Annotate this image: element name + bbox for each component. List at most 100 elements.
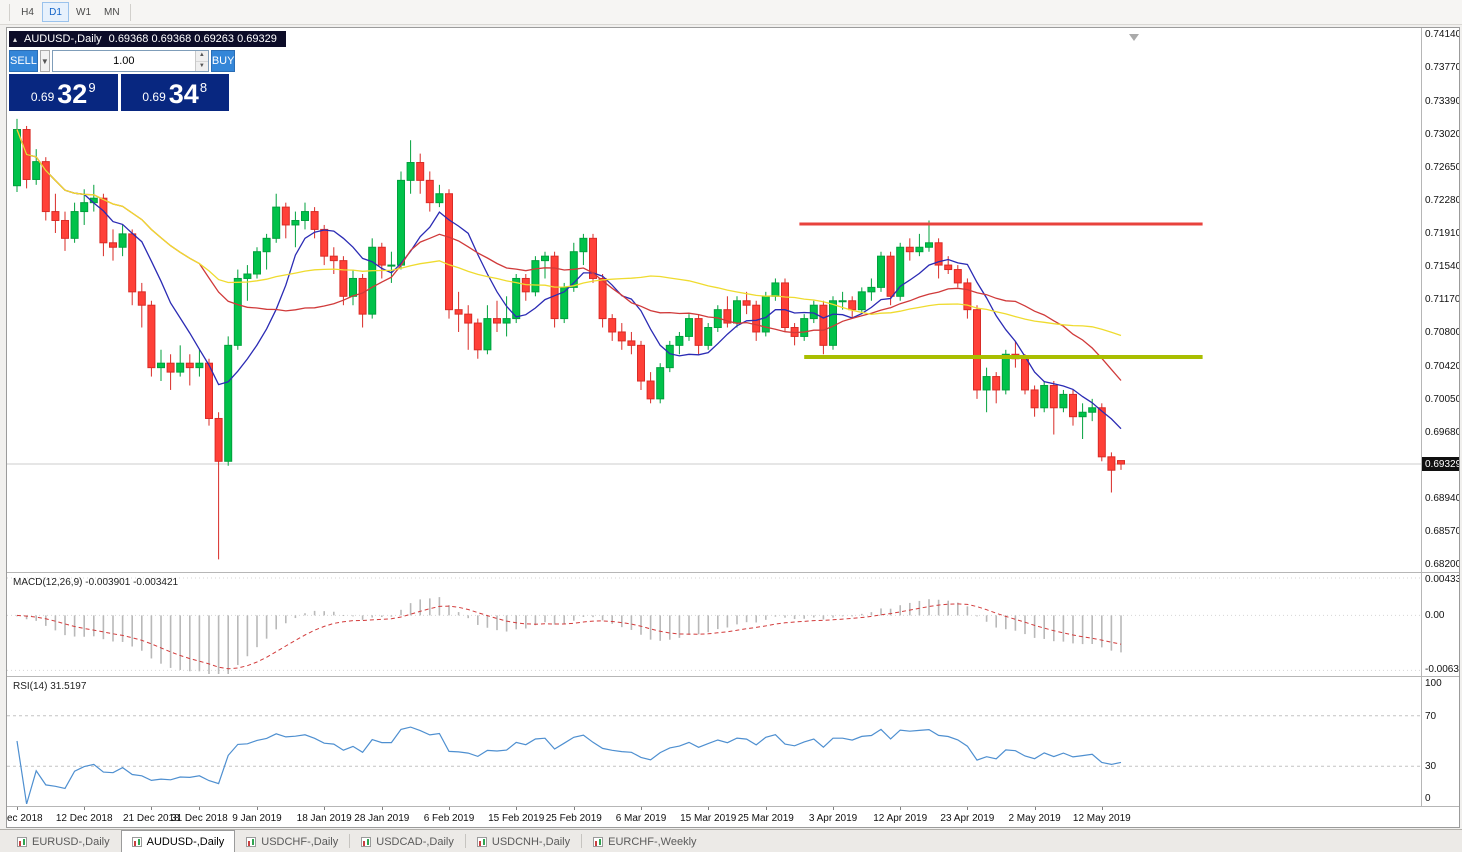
date-tick-mark <box>573 807 575 810</box>
volume-input[interactable] <box>52 51 195 71</box>
chart-tab-eurchf-weekly[interactable]: EURCHF-,Weekly <box>582 831 707 852</box>
date-tick-mark <box>900 807 902 810</box>
timeframe-group: H4 D1 W1 MN <box>14 2 126 22</box>
chart-tab-eurusd-daily[interactable]: EURUSD-,Daily <box>6 831 121 852</box>
date-tick-mark <box>17 807 18 810</box>
volume-spinner: ▲ ▼ <box>194 51 208 71</box>
price-axis-label: 0.72280 <box>1425 194 1460 206</box>
chart-tab-usdcnh-daily[interactable]: USDCNH-,Daily <box>466 831 581 852</box>
price-axis-label: 0.71170 <box>1425 293 1460 305</box>
chart-tab-usdcad-daily[interactable]: USDCAD-,Daily <box>350 831 465 852</box>
main-chart-canvas[interactable] <box>7 30 1421 570</box>
price-axis-label: 0.70800 <box>1425 326 1460 338</box>
chart-tab-audusd-daily[interactable]: AUDUSD-,Daily <box>120 830 236 852</box>
timeframe-button-w1[interactable]: W1 <box>76 6 91 18</box>
macd-label: MACD(12,26,9) -0.003901 -0.003421 <box>13 577 179 588</box>
symbol-ohlc: 0.69368 0.69368 0.69263 0.69329 <box>108 33 277 45</box>
date-tick-mark <box>84 807 86 810</box>
date-axis-label: 12 Dec 2018 <box>55 813 113 824</box>
chart-tab-label: EURCHF-,Weekly <box>608 836 697 848</box>
date-tick-mark <box>708 807 710 810</box>
price-axis-label: 0.71540 <box>1425 260 1460 272</box>
buy-price[interactable]: 0.69 34 8 <box>120 74 229 111</box>
chart-tab-label: EURUSD-,Daily <box>32 836 110 848</box>
current-price-badge: 0.69329 <box>1422 457 1460 472</box>
timeframe-toolbar: H4 D1 W1 MN <box>0 0 1462 25</box>
macd-pane-divider[interactable] <box>7 572 1459 573</box>
date-axis-border <box>7 806 1459 807</box>
price-axis-border <box>1421 28 1422 806</box>
current-price-value: 0.69329 <box>1425 458 1460 470</box>
date-axis-label: 18 Jan 2019 <box>296 813 352 824</box>
volume-increment-button[interactable]: ▲ <box>195 51 208 62</box>
date-tick-mark <box>1101 807 1103 810</box>
date-tick-mark <box>833 807 834 810</box>
rsi-axis-label: 70 <box>1425 710 1437 722</box>
tab-separator <box>581 834 583 848</box>
date-tick-mark <box>641 807 642 810</box>
timeframe-button-mn[interactable]: MN <box>104 6 120 18</box>
date-axis-label: 23 Apr 2019 <box>940 813 995 824</box>
date-tick-mark <box>967 807 969 810</box>
date-axis-label: 3 Dec 2018 <box>6 813 43 824</box>
chart-tab-icon <box>593 837 604 847</box>
price-axis[interactable]: 0.74140 0.73770 0.73390 0.73020 0.72650 0.722… <box>1423 28 1460 806</box>
chart-tab-icon <box>361 837 372 847</box>
price-axis-label: 0.70420 <box>1425 360 1460 372</box>
macd-signal-line <box>16 603 1122 670</box>
chevron-down-icon: ▼ <box>40 56 49 66</box>
rsi-pane-canvas[interactable] <box>7 678 1421 804</box>
sell-price-big: 32 <box>57 79 88 110</box>
date-axis-label: 3 Apr 2019 <box>808 813 858 824</box>
symbol-header[interactable]: ▴ AUDUSD-,Daily 0.69368 0.69368 0.69263 … <box>9 31 286 47</box>
date-tick-mark <box>765 807 767 810</box>
volume-decrement-button[interactable]: ▼ <box>195 61 208 71</box>
date-tick-mark <box>1034 807 1036 810</box>
chart-tab-label: AUDUSD-,Daily <box>146 835 225 848</box>
collapse-arrow-icon[interactable]: ▴ <box>13 34 18 44</box>
chart-tab-icon <box>476 837 487 847</box>
rsi-label: RSI(14) 31.5197 <box>13 681 87 692</box>
symbol-title: AUDUSD-,Daily <box>24 33 102 45</box>
date-axis-label: 2 May 2019 <box>1008 813 1061 824</box>
date-axis-label: 12 May 2019 <box>1072 813 1131 824</box>
price-axis-label: 0.69680 <box>1425 426 1460 438</box>
sell-price-sup: 9 <box>88 80 96 95</box>
toolbar-separator <box>129 3 131 21</box>
date-axis-label: 25 Feb 2019 <box>545 813 602 824</box>
volume-field: ▲ ▼ <box>51 50 209 72</box>
chart-tab-usdchf-daily[interactable]: USDCHF-,Daily <box>235 831 349 852</box>
rsi-axis-label: 0 <box>1425 793 1431 804</box>
price-axis-label: 0.71910 <box>1425 227 1460 239</box>
macd-axis-label: 0.004331 <box>1425 574 1459 585</box>
date-tick-mark <box>381 807 383 810</box>
date-tick-mark <box>199 807 201 810</box>
date-tick-mark <box>324 807 326 810</box>
date-axis-label: 28 Jan 2019 <box>354 813 410 824</box>
chart-tab-icon <box>131 836 142 847</box>
sell-price[interactable]: 0.69 32 9 <box>9 74 118 111</box>
rsi-pane-divider[interactable] <box>7 676 1459 677</box>
date-tick-mark <box>516 807 518 810</box>
date-tick-mark <box>449 807 450 810</box>
timeframe-button-d1[interactable]: D1 <box>42 2 69 22</box>
timeframe-button-h4[interactable]: H4 <box>21 6 34 18</box>
price-axis-label: 0.68200 <box>1425 558 1460 570</box>
date-tick-mark <box>151 807 153 810</box>
price-axis-label: 0.73770 <box>1425 61 1460 73</box>
date-axis-label: 21 Dec 2018 <box>123 813 180 824</box>
buy-button[interactable]: BUY <box>210 50 236 72</box>
volume-dropdown-button[interactable]: ▼ <box>39 50 50 72</box>
buy-price-prefix: 0.69 <box>142 90 166 104</box>
sell-button[interactable]: SELL <box>9 50 38 72</box>
rsi-axis-label: 100 <box>1425 678 1442 689</box>
price-axis-label: 0.72650 <box>1425 161 1460 173</box>
chart-tab-label: USDCHF-,Daily <box>261 836 339 848</box>
chart-tab-icon <box>246 837 257 847</box>
macd-pane-canvas[interactable] <box>7 574 1421 674</box>
chart-shift-marker-icon <box>1129 34 1139 41</box>
price-axis-label: 0.70050 <box>1425 393 1460 405</box>
chart-window: ▴ AUDUSD-,Daily 0.69368 0.69368 0.69263 … <box>6 27 1460 828</box>
